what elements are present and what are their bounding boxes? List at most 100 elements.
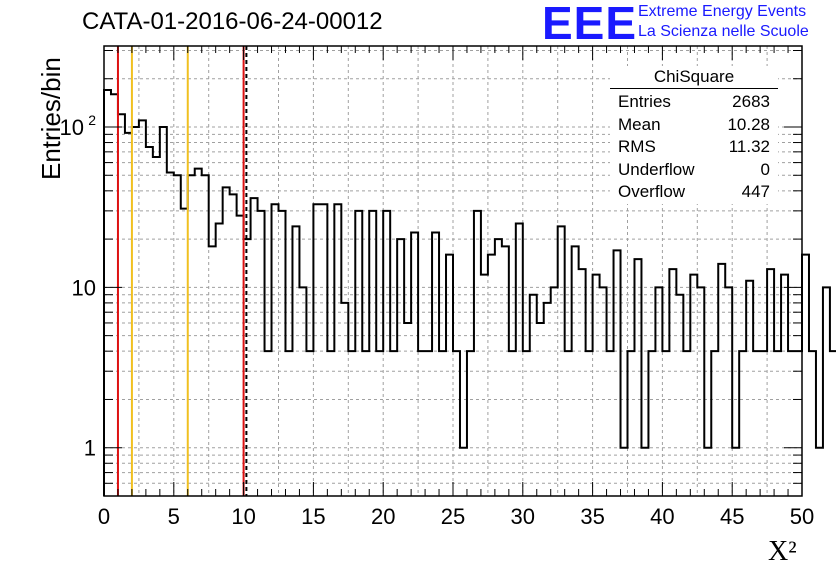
histogram-bin — [683, 351, 690, 496]
x-tick-label: 25 — [441, 504, 465, 529]
cut-lines — [116, 46, 248, 496]
histogram-series — [103, 89, 836, 496]
histogram-bin — [104, 90, 111, 496]
histogram-bin — [272, 204, 279, 496]
histogram-bin — [181, 209, 188, 496]
histogram-bin — [488, 255, 495, 496]
histogram-bin — [600, 287, 607, 496]
histogram-bin — [739, 351, 746, 496]
x-tick-label: 0 — [98, 504, 110, 529]
histogram-bin — [579, 269, 586, 496]
histogram-bin — [551, 287, 558, 496]
histogram-bin — [614, 250, 621, 496]
x-axis-label: X² — [768, 536, 797, 568]
x-tick-label: 40 — [650, 504, 674, 529]
histogram-bin — [662, 351, 669, 496]
histogram-bin — [523, 351, 530, 496]
histogram-bin — [425, 351, 432, 496]
histogram-bin — [509, 351, 516, 496]
histogram-bin — [460, 448, 467, 496]
stats-row-rms: RMS 11.32 — [610, 136, 778, 159]
eee-logo: EEE — [542, 0, 638, 49]
logo-line-2: La Scienza nelle Scuole — [638, 23, 809, 40]
histogram-bin — [132, 127, 139, 496]
histogram-bin — [118, 114, 125, 496]
histogram-bin — [676, 295, 683, 496]
histogram-bin — [223, 187, 230, 496]
x-tick-label: 20 — [371, 504, 395, 529]
histogram-bin — [153, 157, 160, 496]
stats-value: 2683 — [732, 92, 770, 111]
y-tick-label: 10 — [60, 115, 84, 140]
histogram-bin — [795, 351, 802, 496]
stats-value: 0 — [760, 159, 770, 179]
histogram-bin — [125, 133, 132, 496]
x-tick-label: 10 — [231, 504, 255, 529]
stats-row-overflow: Overflow 447 — [610, 181, 778, 204]
histogram-bin — [809, 351, 816, 496]
histogram-bin — [432, 232, 439, 496]
stats-title: ChiSquare — [610, 66, 778, 89]
histogram-bin — [327, 351, 334, 496]
histogram-bin — [348, 351, 355, 496]
histogram-bin — [607, 351, 614, 496]
histogram-bin — [188, 175, 195, 496]
x-tick-label: 45 — [720, 504, 744, 529]
stats-box: ChiSquare Entries 2683 Mean 10.28 RMS 11… — [610, 66, 778, 204]
histogram-bin — [209, 246, 216, 496]
histogram-bin — [648, 351, 655, 496]
histogram-bin — [746, 281, 753, 496]
histogram-bin — [628, 351, 635, 496]
histogram-bin — [725, 287, 732, 496]
stats-label: Mean — [618, 114, 661, 134]
histogram-bin — [788, 351, 795, 496]
histogram-bin — [174, 175, 181, 496]
histogram-bin — [502, 246, 509, 496]
stats-value: 11.32 — [728, 137, 770, 157]
histogram-bin — [453, 351, 460, 496]
histogram-bin — [558, 226, 565, 496]
run-title: CATA-01-2016-06-24-00012 — [82, 8, 383, 35]
histogram-bin — [216, 224, 223, 496]
histogram-bin — [411, 232, 418, 496]
stats-label: Underflow — [618, 159, 695, 179]
histogram-bin — [690, 275, 697, 496]
histogram-bin — [251, 198, 258, 496]
histogram-bin — [572, 246, 579, 496]
histogram-bin — [383, 211, 390, 496]
histogram-bin — [697, 287, 704, 496]
histogram-bin — [753, 351, 760, 496]
y-axis-label: Entries/bin — [36, 57, 66, 180]
eee-logo-text: Extreme Energy Events La Scienza nelle S… — [638, 2, 809, 42]
histogram-bin — [481, 275, 488, 496]
histogram-bin — [516, 224, 523, 496]
x-tick-label: 50 — [790, 504, 814, 529]
stats-label: RMS — [618, 137, 656, 157]
histogram-bin — [544, 303, 551, 496]
histogram-bin — [160, 127, 167, 496]
x-tick-label: 35 — [580, 504, 604, 529]
histogram-bin — [530, 295, 537, 496]
histogram-bin — [258, 211, 265, 496]
y-tick-label: 1 — [84, 436, 96, 461]
histogram-bin — [334, 204, 341, 496]
histogram-bin — [732, 448, 739, 496]
histogram-bin — [167, 173, 174, 496]
histogram-bin — [146, 147, 153, 496]
histogram-bin — [537, 323, 544, 496]
histogram-bin — [355, 211, 362, 496]
histogram-bin — [237, 216, 244, 496]
histogram-bin — [397, 239, 404, 496]
histogram-bin — [495, 239, 502, 496]
histogram-bin — [390, 351, 397, 496]
histogram-bin — [474, 211, 481, 496]
x-axis-label-text: X² — [768, 536, 797, 567]
histogram-bin — [418, 351, 425, 496]
histogram-bin — [299, 287, 306, 496]
stats-label: Entries — [618, 92, 671, 111]
histogram-bin — [202, 175, 209, 496]
stats-row-entries: Entries 2683 — [610, 91, 778, 114]
y-tick-label: 10 — [72, 275, 96, 300]
histogram-bin — [195, 169, 202, 496]
histogram-bin — [767, 269, 774, 496]
